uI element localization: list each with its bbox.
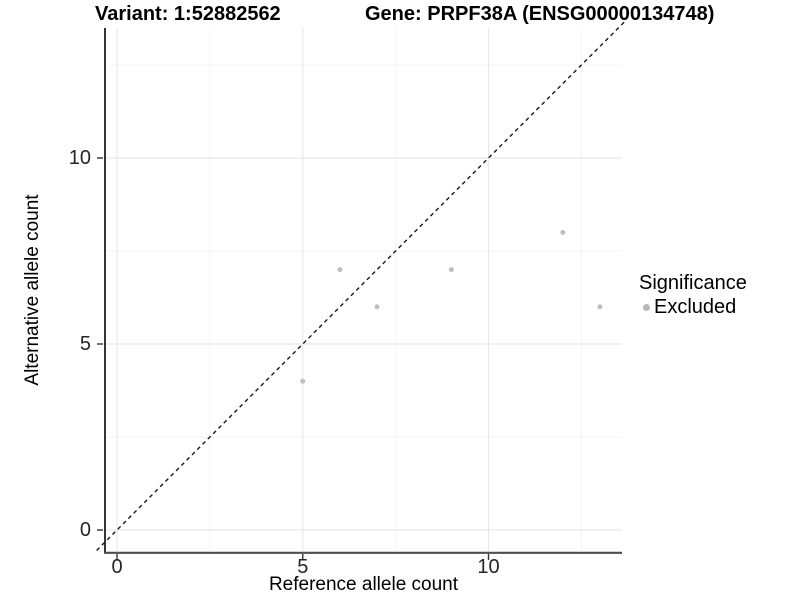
data-point [374, 304, 380, 310]
plot-title-gene: Gene: PRPF38A (ENSG00000134748) [365, 3, 715, 25]
legend-key-dot-icon [643, 304, 650, 311]
legend-title: Significance [639, 272, 747, 294]
data-point [560, 229, 566, 235]
plot-title-variant: Variant: 1:52882562 [95, 3, 281, 25]
x-tick-label: 10 [477, 556, 500, 578]
legend-entry-label: Excluded [654, 296, 737, 318]
y-tick-label: 10 [68, 147, 91, 169]
y-axis-title: Alternative allele count [22, 194, 43, 386]
data-point [448, 267, 454, 273]
legend: Significance Excluded [639, 272, 747, 319]
data-point [337, 267, 343, 273]
x-tick-label: 0 [111, 556, 123, 578]
data-point [300, 378, 306, 384]
data-point [597, 304, 603, 310]
x-tick-label: 5 [297, 556, 309, 578]
identity-dashed-line [96, 20, 626, 551]
y-tick-label: 0 [79, 519, 91, 541]
legend-entry-excluded: Excluded [639, 296, 747, 319]
x-axis-title: Reference allele count [268, 574, 459, 595]
y-tick-label: 5 [79, 333, 91, 355]
